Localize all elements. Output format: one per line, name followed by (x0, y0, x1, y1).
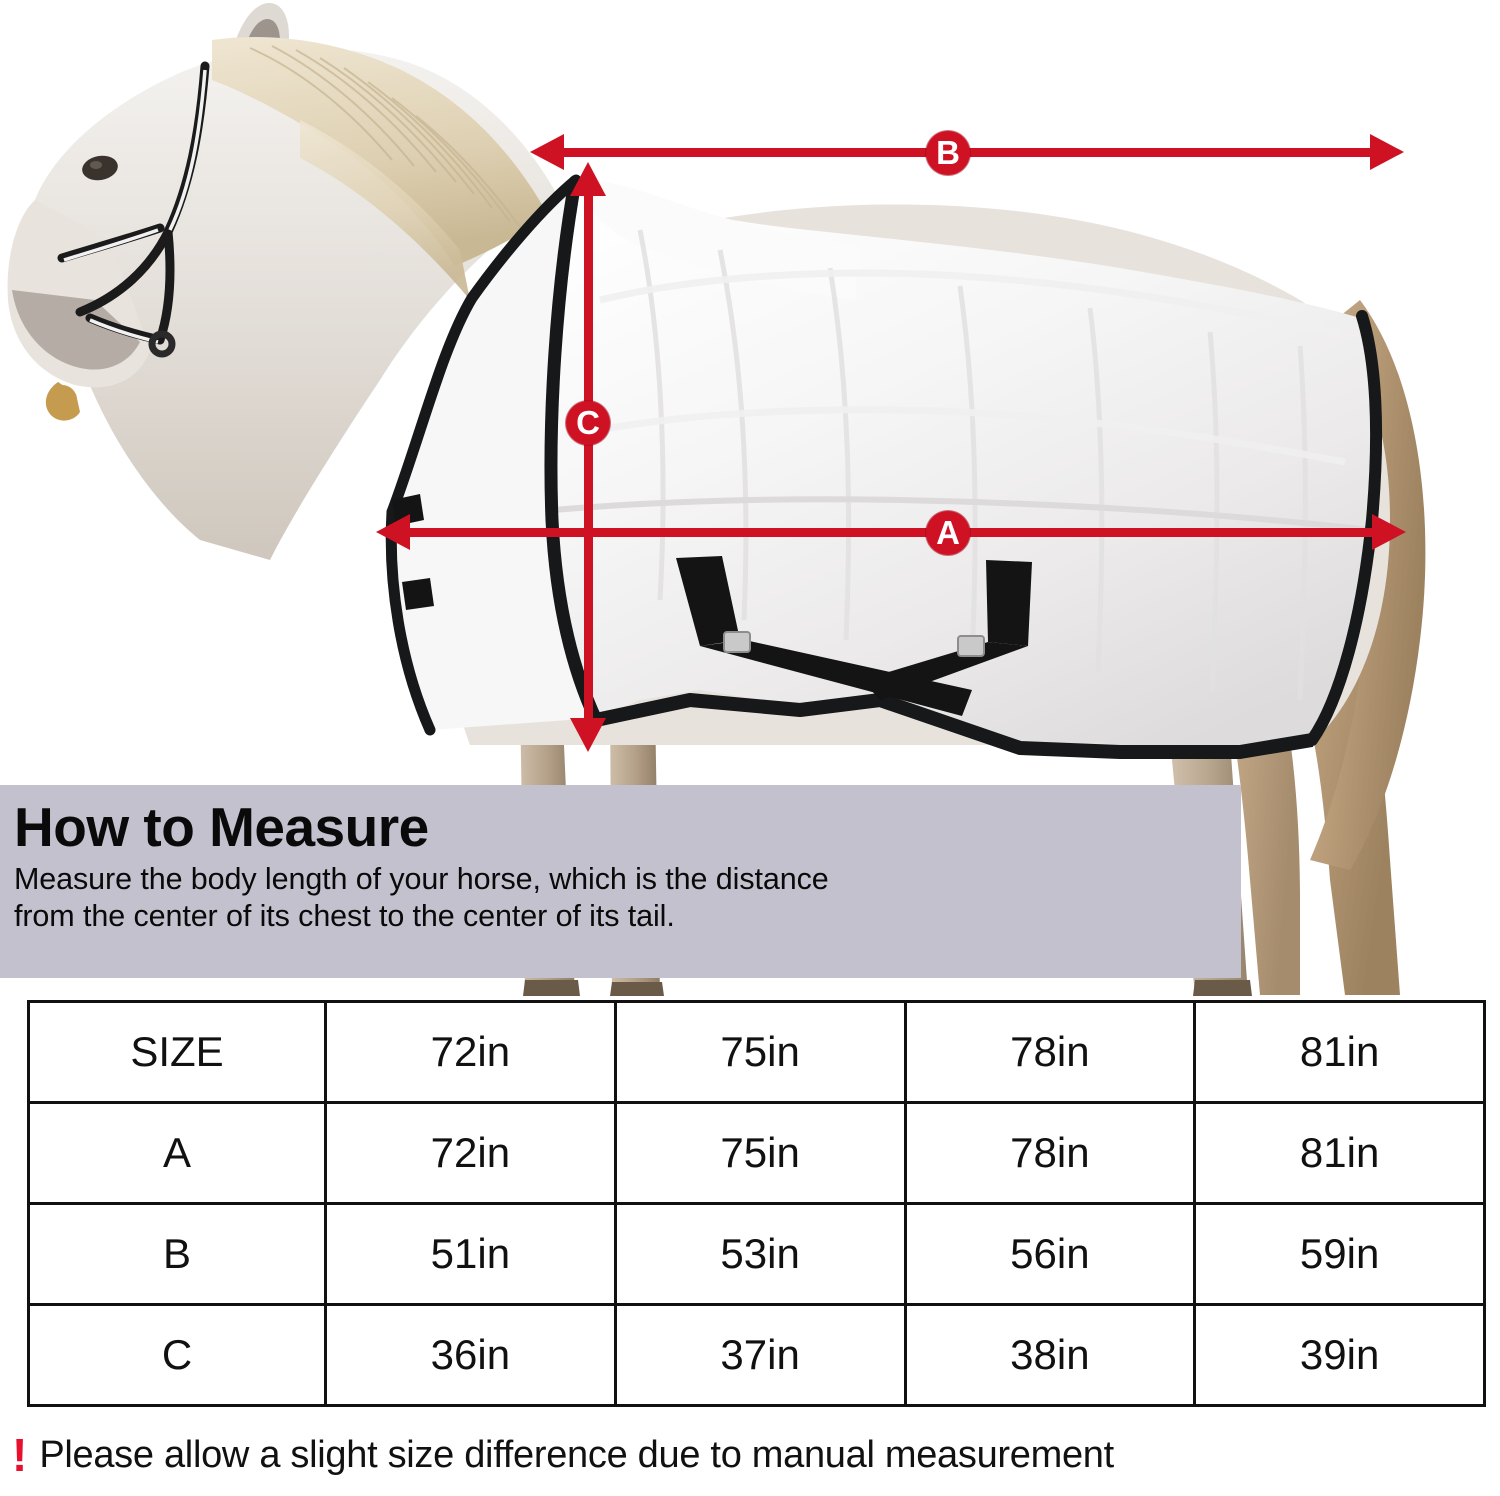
horse-illustration (7, 2, 1426, 996)
cell-c-col4: 39in (1193, 1303, 1486, 1407)
disclaimer-note: ! Please allow a slight size difference … (12, 1427, 1114, 1483)
cell-b-col1: 51in (324, 1202, 617, 1306)
how-to-measure-title: How to Measure (14, 796, 429, 858)
how-to-measure-line-2: from the center of its chest to the cent… (14, 899, 675, 933)
cell-b-col2: 53in (613, 1202, 907, 1306)
marker-b: B (926, 131, 970, 175)
arrow-a-left (376, 514, 410, 550)
marker-c: C (566, 401, 610, 445)
measure-line-c (584, 190, 593, 728)
arrow-b-left (530, 134, 564, 170)
table-row: SIZE 72in 75in 78in 81in (27, 1000, 1486, 1104)
row-label-b: B (27, 1202, 327, 1306)
cell-b-col4: 59in (1193, 1202, 1486, 1306)
cell-c-col3: 38in (903, 1303, 1197, 1407)
arrow-a-right (1372, 514, 1406, 550)
cell-size-col1: 72in (324, 1000, 617, 1104)
arrow-c-top (570, 162, 606, 196)
cell-size-col3: 78in (903, 1000, 1197, 1104)
exclamation-icon: ! (12, 1429, 28, 1481)
horse-photo: B C A (7, 2, 1426, 996)
cell-c-col1: 36in (324, 1303, 617, 1407)
table-row: A 72in 75in 78in 81in (27, 1101, 1486, 1205)
marker-a: A (926, 511, 970, 555)
cell-c-col2: 37in (613, 1303, 907, 1407)
row-label-size: SIZE (27, 1000, 327, 1104)
disclaimer-text: Please allow a slight size difference du… (39, 1433, 1114, 1476)
size-chart-table: SIZE 72in 75in 78in 81in A 72in 75in 78i… (27, 1000, 1486, 1407)
how-to-measure-panel: How to Measure Measure the body length o… (0, 785, 1241, 978)
table-row: C 36in 37in 38in 39in (27, 1303, 1486, 1407)
cell-a-col1: 72in (324, 1101, 617, 1205)
how-to-measure-line-1: Measure the body length of your horse, w… (14, 862, 829, 896)
arrow-b-right (1370, 134, 1404, 170)
cell-size-col2: 75in (613, 1000, 907, 1104)
measure-line-b (560, 148, 1380, 157)
measure-line-a (405, 528, 1380, 537)
cell-size-col4: 81in (1193, 1000, 1486, 1104)
cell-a-col2: 75in (613, 1101, 907, 1205)
arrow-c-bottom (570, 718, 606, 752)
cell-a-col3: 78in (903, 1101, 1197, 1205)
cell-a-col4: 81in (1193, 1101, 1486, 1205)
row-label-a: A (27, 1101, 327, 1205)
table-row: B 51in 53in 56in 59in (27, 1202, 1486, 1306)
cell-b-col3: 56in (903, 1202, 1197, 1306)
row-label-c: C (27, 1303, 327, 1407)
